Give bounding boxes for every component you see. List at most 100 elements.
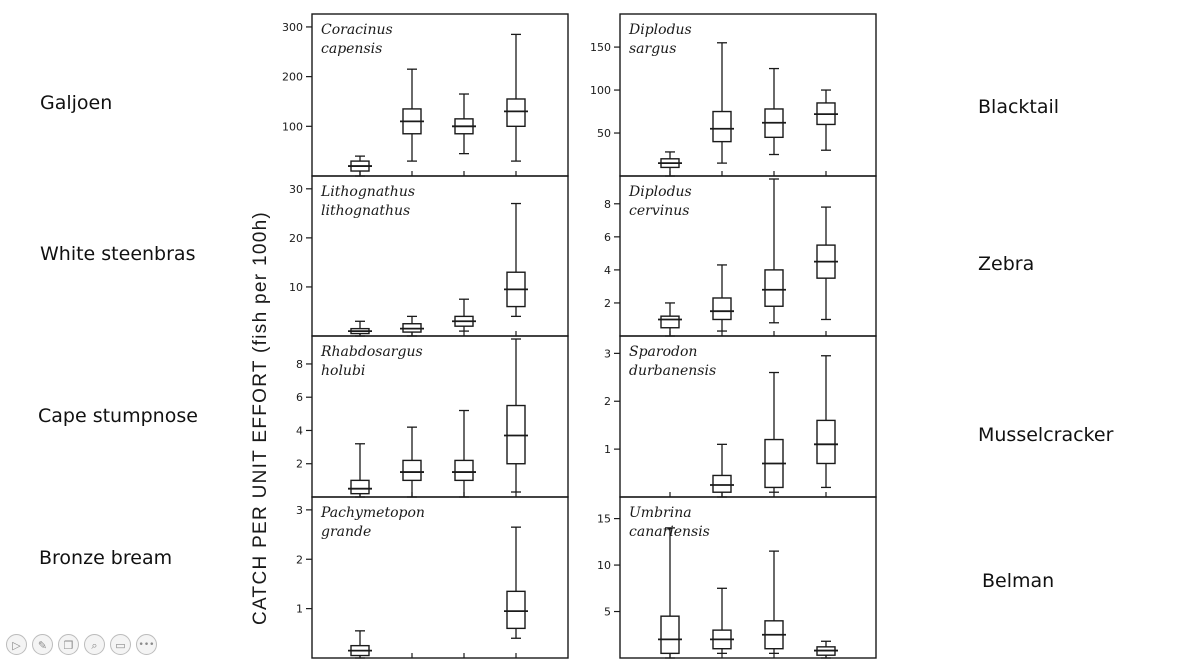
- iqr-box: [506, 590, 526, 630]
- screen-icon[interactable]: ▭: [110, 634, 131, 655]
- species-label: sargus: [629, 41, 676, 57]
- iqr-box: [350, 479, 370, 495]
- more-icon[interactable]: •••: [136, 634, 157, 655]
- y-tick-label: 10: [289, 281, 303, 294]
- box-pachymetopon-grande-4: [504, 526, 528, 639]
- species-label: Umbrina: [629, 505, 692, 521]
- box-coracinus-capensis-4: [504, 33, 528, 162]
- species-label: grande: [321, 524, 371, 540]
- panel-group: 100 200 300 Coracinus capensis 10 20 30 Lithogna…: [282, 13, 877, 659]
- common-name-bronze-bream: Bronze bream: [39, 547, 173, 569]
- panel-frame: [619, 13, 877, 177]
- box-coracinus-capensis-3: [452, 93, 476, 155]
- common-name-galjoen: Galjoen: [40, 92, 113, 114]
- box-rhabdosargus-holubi-1: [348, 443, 372, 498]
- y-tick-label: 4: [604, 264, 611, 277]
- y-tick-label: 15: [597, 513, 611, 526]
- box-lithognathus-lithognathus-3: [452, 298, 476, 332]
- box-sparodon-durbanensis-4: [814, 355, 838, 489]
- box-umbrina-canariensis-3: [762, 550, 786, 655]
- y-tick-label: 8: [604, 198, 611, 211]
- species-label: cervinus: [629, 203, 689, 219]
- box-pachymetopon-grande-1: [348, 630, 372, 659]
- box-diplodus-sargus-4: [814, 89, 838, 151]
- y-tick-label: 5: [604, 606, 611, 619]
- play-icon[interactable]: ▷: [6, 634, 27, 655]
- box-rhabdosargus-holubi-4: [504, 338, 528, 493]
- box-diplodus-sargus-1: [658, 151, 682, 177]
- panel-lithognathus-lithognathus: 10 20 30 Lithognathus lithognathus: [289, 175, 569, 337]
- y-tick-label: 3: [296, 504, 303, 517]
- species-label: durbanensis: [629, 363, 716, 379]
- y-tick-label: 8: [296, 358, 303, 371]
- common-name-blacktail: Blacktail: [978, 96, 1060, 118]
- panel-frame: [619, 175, 877, 337]
- panel-umbrina-canariensis: 51015Umbrinacanariensis: [597, 496, 877, 659]
- species-label: Lithognathus: [320, 184, 415, 200]
- y-tick-label: 1: [604, 443, 611, 456]
- panel-frame: [311, 13, 569, 177]
- species-label: Rhabdosargus: [320, 344, 423, 360]
- species-label: Pachymetopon: [320, 505, 425, 521]
- common-name-belman: Belman: [982, 570, 1055, 592]
- species-label: Sparodon: [629, 344, 697, 360]
- box-coracinus-capensis-2: [400, 68, 424, 162]
- iqr-box: [712, 474, 732, 493]
- box-lithognathus-lithognathus-1: [348, 320, 372, 337]
- box-umbrina-canariensis-4: [814, 640, 838, 659]
- y-tick-label: 4: [296, 424, 303, 437]
- y-tick-label: 150: [590, 41, 611, 54]
- panel-diplodus-cervinus: 2 4 6 8 Diplodus cervinus: [604, 175, 877, 337]
- species-label: holubi: [321, 363, 365, 379]
- panel-frame: [311, 335, 569, 498]
- y-tick-label: 100: [282, 120, 303, 133]
- y-tick-label: 200: [282, 71, 303, 84]
- box-sparodon-durbanensis-2: [710, 443, 734, 498]
- species-label: Diplodus: [628, 184, 692, 200]
- y-tick-label: 6: [604, 231, 611, 244]
- y-tick-label: 2: [296, 553, 303, 566]
- panel-frame: [619, 335, 877, 498]
- iqr-box: [402, 459, 422, 482]
- common-name-zebra: Zebra: [978, 253, 1035, 275]
- box-diplodus-cervinus-4: [814, 206, 838, 321]
- iqr-box: [764, 269, 784, 307]
- iqr-box: [712, 297, 732, 321]
- box-umbrina-canariensis-1: [658, 527, 682, 659]
- zoom-icon[interactable]: ⌕: [84, 634, 105, 655]
- y-tick-label: 2: [296, 458, 303, 471]
- species-label: capensis: [321, 41, 382, 57]
- presentation-toolbar: ▷ ✎ ❐ ⌕ ▭ •••: [6, 634, 157, 655]
- panel-sparodon-durbanensis: 1 2 3 Sparodon durbanensis: [604, 335, 877, 498]
- box-diplodus-sargus-2: [710, 42, 734, 164]
- box-coracinus-capensis-1: [348, 155, 372, 177]
- copy-icon[interactable]: ❐: [58, 634, 79, 655]
- y-tick-label: 50: [597, 127, 611, 140]
- species-label: Coracinus: [321, 22, 393, 38]
- iqr-box: [816, 419, 836, 465]
- y-tick-label: 100: [590, 84, 611, 97]
- y-tick-label: 300: [282, 21, 303, 34]
- box-lithognathus-lithognathus-2: [400, 315, 424, 337]
- y-tick-label: 30: [289, 183, 303, 196]
- iqr-box: [660, 615, 680, 655]
- y-tick-label: 2: [604, 297, 611, 310]
- y-tick-label: 3: [604, 347, 611, 360]
- panel-pachymetopon-grande: 1 2 3 Pachymetopon grande: [296, 496, 569, 659]
- panel-frame: [311, 175, 569, 337]
- box-rhabdosargus-holubi-2: [400, 426, 424, 498]
- y-tick-label: 20: [289, 232, 303, 245]
- species-label: Diplodus: [628, 22, 692, 38]
- box-lithognathus-lithognathus-4: [504, 202, 528, 318]
- box-diplodus-cervinus-2: [710, 264, 734, 332]
- y-axis-label: CATCH PER UNIT EFFORT (fish per 100h): [250, 211, 271, 625]
- iqr-box: [506, 98, 526, 128]
- panel-diplodus-sargus: 50 100 150 Diplodus sargus: [590, 13, 877, 177]
- pen-icon[interactable]: ✎: [32, 634, 53, 655]
- iqr-box: [712, 110, 732, 143]
- common-name-musselcracker: Musselcracker: [978, 424, 1114, 446]
- panel-frame: [311, 496, 569, 659]
- box-rhabdosargus-holubi-3: [452, 409, 476, 498]
- panel-frame: [619, 496, 877, 659]
